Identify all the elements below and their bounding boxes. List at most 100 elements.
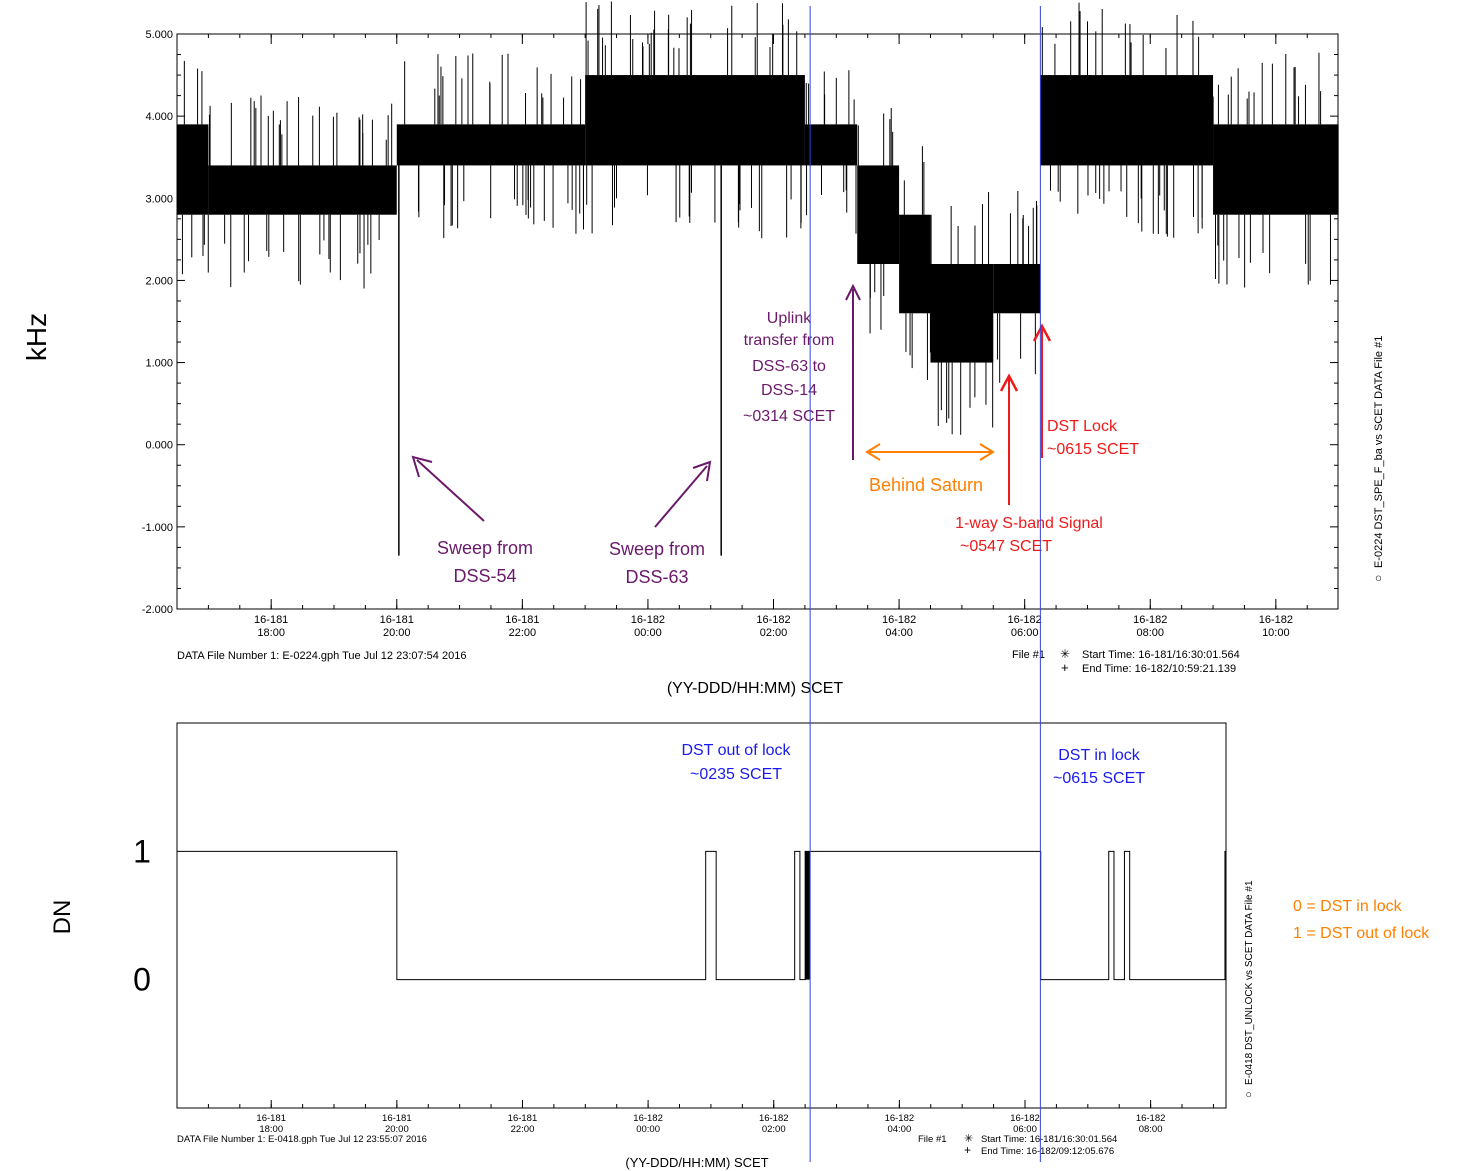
bottom-end-time: End Time: 16-182/09:12:05.676: [981, 1146, 1114, 1157]
uplink-line5: ~0314 SCET: [743, 408, 835, 425]
top-x-tick-day: 16-182: [1259, 614, 1293, 626]
bottom-plot-frame: [176, 722, 1227, 1109]
top-trace-band: [857, 165, 900, 264]
bottom-step-line: [177, 850, 1226, 981]
legend-line2: 1 = DST out of lock: [1293, 925, 1430, 942]
bottom-toggle-burst: [805, 851, 811, 980]
top-x-tick-day: 16-182: [631, 614, 665, 626]
behind-saturn-left-head: [865, 443, 881, 461]
top-x-tick-time: 18:00: [257, 627, 285, 639]
bottom-x-tick-day: 16-182: [1010, 1113, 1040, 1124]
uplink-line3: DSS-63 to: [752, 358, 826, 375]
bottom-y-axis-label: DN: [49, 900, 76, 935]
top-y-tick-label: 0.000: [145, 440, 173, 452]
in-lock-annotation: DST in lock ~0615 SCET: [1053, 747, 1145, 787]
bottom-chart: 16-18118:0016-18120:0016-18122:0016-1820…: [49, 722, 1430, 1170]
bottom-x-tick-time: 22:00: [511, 1124, 535, 1135]
top-trace-band: [899, 214, 931, 314]
top-y-axis-label: kHz: [21, 313, 52, 361]
top-footer-file: File #1: [1012, 649, 1045, 661]
top-x-tick-day: 16-181: [380, 614, 414, 626]
dst-lock-line1: DST Lock: [1047, 418, 1118, 435]
bottom-x-tick-time: 02:00: [762, 1124, 786, 1135]
top-y-ticks: 5.000 4.000 3.000 2.000 1.000 0.000 -1.000 -2.0…: [142, 29, 1338, 616]
top-x-tick-time: 08:00: [1136, 627, 1164, 639]
one-way-annotation: 1-way S-band Signal ~0547 SCET: [955, 373, 1103, 555]
bottom-x-tick-time: 08:00: [1139, 1124, 1163, 1135]
top-trace-band: [804, 124, 858, 166]
top-trace-band: [993, 264, 1041, 314]
out-of-lock-annotation: DST out of lock ~0235 SCET: [681, 742, 791, 783]
top-trace-band: [930, 264, 994, 363]
sweep-dss63-arrow: [654, 465, 708, 528]
top-trace-band: [1040, 75, 1214, 166]
bottom-x-tick-time: 06:00: [1013, 1124, 1037, 1135]
top-x-tick-day: 16-182: [882, 614, 916, 626]
top-x-tick-time: 06:00: [1011, 627, 1039, 639]
sweep-dss63-arrowhead: [692, 460, 712, 482]
bottom-x-tick-time: 18:00: [259, 1124, 283, 1135]
sweep-dss54-arrow: [416, 459, 485, 522]
out-of-lock-line2: ~0235 SCET: [690, 766, 782, 783]
bottom-y-tick-label: 0: [133, 962, 151, 998]
top-start-time: Start Time: 16-181/16:30:01.564: [1082, 649, 1240, 661]
lock-legend: 0 = DST in lock 1 = DST out of lock: [1293, 898, 1430, 942]
bottom-end-time-marker: +: [964, 1143, 971, 1157]
top-y-tick-label: 5.000: [145, 29, 173, 41]
bottom-start-time: Start Time: 16-181/16:30:01.564: [981, 1134, 1117, 1145]
top-y-tick-label: 1.000: [145, 358, 173, 370]
sweep-dss54-line1: Sweep from: [437, 538, 533, 558]
dst-lock-annotation: DST Lock ~0615 SCET: [1032, 323, 1139, 458]
bottom-x-tick-day: 16-181: [508, 1113, 538, 1124]
top-y-tick-label: 3.000: [145, 193, 173, 205]
sweep-dss63-line2: DSS-63: [625, 567, 688, 587]
top-x-tick-time: 04:00: [885, 627, 913, 639]
top-x-tick-day: 16-182: [1133, 614, 1167, 626]
sweep-dss54-arrowhead: [411, 455, 433, 478]
top-x-tick-time: 20:00: [383, 627, 411, 639]
top-y-tick-label: 2.000: [145, 275, 173, 287]
top-trace-band: [1213, 124, 1339, 215]
uplink-line2: transfer from: [744, 332, 835, 349]
bottom-footer-left: DATA File Number 1: E-0418.gph Tue Jul 1…: [177, 1134, 427, 1145]
one-way-line1: 1-way S-band Signal: [955, 515, 1103, 532]
bottom-x-tick-day: 16-182: [885, 1113, 915, 1124]
top-x-tick-day: 16-181: [505, 614, 539, 626]
uplink-annotation: Uplink transfer from DSS-63 to DSS-14 ~0…: [743, 283, 861, 460]
top-trace-band: [585, 75, 805, 166]
bottom-side-label-group: ○ E-0418 DST_UNLOCK vs SCET DATA File #1: [1243, 880, 1255, 1098]
sweep-dss63-annotation: Sweep from DSS-63: [609, 460, 712, 587]
top-chart: 5.000 4.000 3.000 2.000 1.000 0.000 -1.000 -2.0…: [21, 1, 1385, 697]
one-way-arrowhead: [999, 373, 1019, 392]
top-y-tick-label: 4.000: [145, 111, 173, 123]
bottom-side-circle: ○: [1243, 1091, 1255, 1098]
top-trace-band: [396, 124, 586, 166]
bottom-x-tick-day: 16-182: [633, 1113, 663, 1124]
sweep-dss54-line2: DSS-54: [453, 566, 516, 586]
bottom-x-tick-day: 16-181: [382, 1113, 412, 1124]
uplink-line1: Uplink: [767, 310, 812, 327]
top-start-time-marker: ✳: [1060, 647, 1070, 661]
top-end-time-marker: +: [1061, 660, 1069, 675]
bottom-x-tick-time: 00:00: [636, 1124, 660, 1135]
top-side-label-group: ○ E-0224 DST_SPE_F_ba vs SCET DATA File …: [1371, 336, 1385, 582]
sweep-dss54-annotation: Sweep from DSS-54: [411, 455, 533, 586]
behind-saturn-right-head: [979, 443, 995, 461]
bottom-y-ticks: 10: [133, 833, 151, 997]
uplink-line4: DSS-14: [761, 382, 817, 399]
bottom-start-time-marker: ✳: [964, 1133, 973, 1145]
legend-line1: 0 = DST in lock: [1293, 898, 1403, 915]
in-lock-line1: DST in lock: [1058, 747, 1141, 764]
top-x-tick-day: 16-182: [1008, 614, 1042, 626]
one-way-line2: ~0547 SCET: [960, 538, 1052, 555]
top-x-tick-time: 10:00: [1262, 627, 1290, 639]
bottom-y-tick-label: 1: [133, 833, 151, 869]
top-x-tick-time: 22:00: [509, 627, 537, 639]
top-y-tick-label: -2.000: [142, 604, 173, 616]
dst-lock-line2: ~0615 SCET: [1047, 441, 1139, 458]
top-trace-band: [177, 124, 209, 215]
bottom-x-tick-day: 16-181: [256, 1113, 286, 1124]
dst-lock-arrowhead: [1032, 323, 1052, 342]
bottom-x-tick-day: 16-182: [759, 1113, 789, 1124]
